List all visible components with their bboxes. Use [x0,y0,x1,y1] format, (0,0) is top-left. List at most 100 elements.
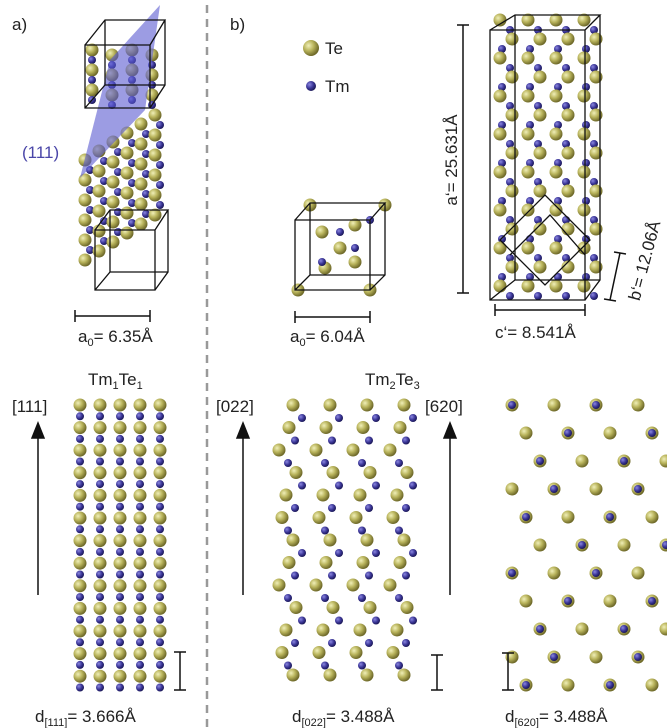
tm-atom [335,617,343,625]
tm-atom [88,76,96,84]
tm-atom [116,661,124,669]
te-atom [290,466,303,479]
te-atom [391,489,404,502]
tm-atom [116,480,124,488]
te-atom [280,624,293,637]
te-atom [506,147,519,160]
tm-atom [335,482,343,490]
te-atom [562,185,575,198]
te-atom [398,669,411,682]
te-atom [534,261,547,274]
tm-atom [321,527,329,535]
te-atom [134,670,147,683]
te-atom [94,557,107,570]
tm-atom [590,292,598,300]
te-atom [320,556,333,569]
te-atom [534,539,547,552]
te-atom [135,118,148,131]
te-atom [604,427,617,440]
tm-atom [606,513,614,521]
tm-atom [136,638,144,646]
legend-label: Tm [325,77,350,96]
te-atom [94,579,107,592]
tm-atom [88,56,96,64]
te-atom [154,670,167,683]
tm-atom [156,616,164,624]
te-atom [394,421,407,434]
tm-atom [365,504,373,512]
tm-atom [116,412,124,420]
spacing-label: d[620]= 3.488Å [505,707,608,728]
te-atom [387,646,400,659]
te-atom [578,166,591,179]
tm-atom [136,616,144,624]
te-atom [134,399,147,412]
tm-atom [335,549,343,557]
tm-atom [156,458,164,466]
te-atom [149,149,162,162]
te-atom [94,602,107,615]
tm-atom [321,662,329,670]
te-atom [154,579,167,592]
tm-atom [96,480,104,488]
tm-atom [365,639,373,647]
tm-atom [156,638,164,646]
te-atom [522,204,535,217]
lattice-label: a0= 6.04Å [290,327,365,349]
tm-atom [136,435,144,443]
te-atom [154,625,167,638]
te-atom [347,444,360,457]
tm-atom [136,548,144,556]
te-atom [114,534,127,547]
tm-atom [116,638,124,646]
te-atom [287,669,300,682]
te-atom [534,109,547,122]
te-atom [154,534,167,547]
te-atom [324,669,337,682]
te-atom [154,647,167,660]
tm-atom [156,161,164,169]
tm-atom [291,572,299,580]
te-atom [154,421,167,434]
te-atom [398,534,411,547]
te-atom [134,421,147,434]
te-atom [660,623,667,636]
tm-atom [506,292,514,300]
te-atom [387,511,400,524]
te-atom [550,242,563,255]
tm-atom [156,593,164,601]
tm-atom [76,435,84,443]
tm-atom [550,653,558,661]
tm-atom [372,549,380,557]
tm-atom [321,594,329,602]
tm-atom [116,616,124,624]
cell-a: a‘= 25.631Å [442,114,461,206]
te-atom [94,489,107,502]
tm-atom [372,414,380,422]
te-atom [534,71,547,84]
te-atom [364,466,377,479]
te-atom [313,511,326,524]
te-atom [494,52,507,65]
tm-atom [76,684,84,692]
tm-atom [136,684,144,692]
tm-atom [620,625,628,633]
cell-b: b‘= 12.06Å [625,218,665,303]
tm-atom [358,594,366,602]
te-atom [79,254,92,267]
legend-label: Te [325,39,343,58]
tm-atom [76,525,84,533]
tm-atom [328,437,336,445]
tm-atom [578,541,586,549]
te-atom [107,196,120,209]
tm-atom [372,482,380,490]
te-atom [394,556,407,569]
te-atom [93,165,106,178]
tm-atom [335,414,343,422]
tm-atom [76,593,84,601]
te-atom [327,466,340,479]
te-atom [134,444,147,457]
te-atom [550,90,563,103]
te-atom [134,489,147,502]
tm-atom [116,525,124,533]
